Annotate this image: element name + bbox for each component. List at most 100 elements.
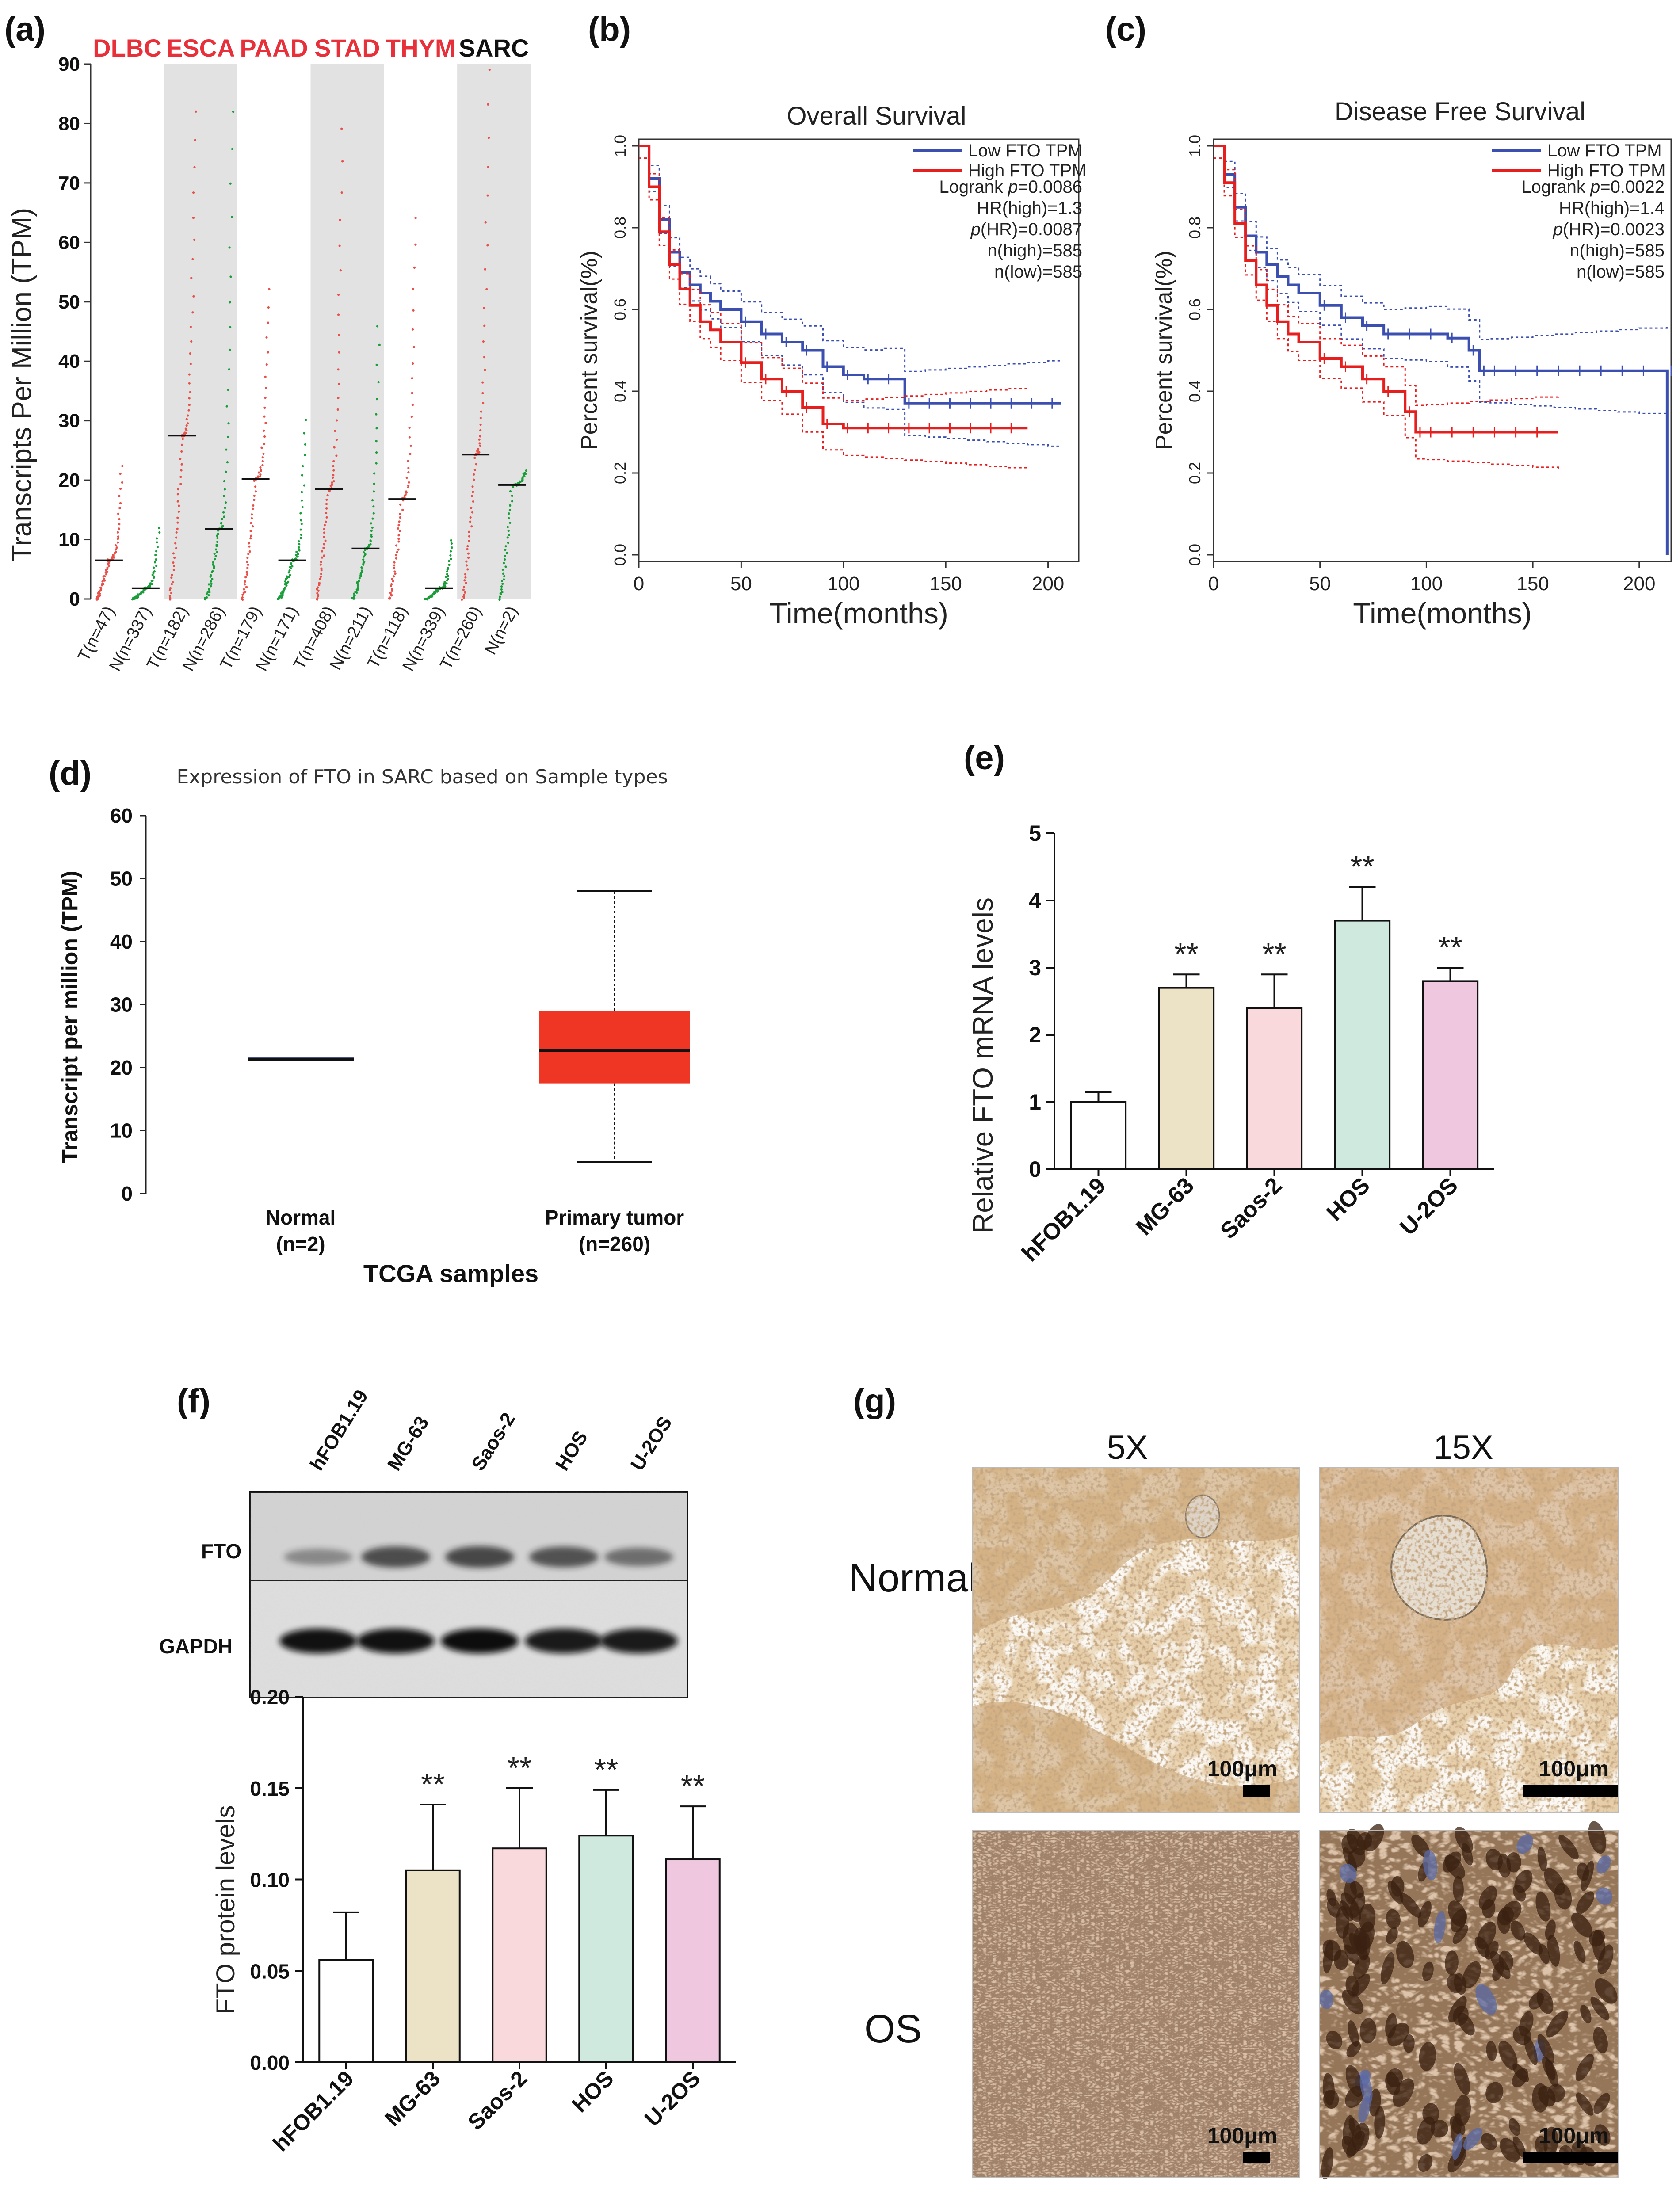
chart-b-series-high — [639, 145, 1028, 430]
chart-a-dot — [397, 534, 400, 537]
chart-a-dot — [470, 525, 473, 528]
chart-a-dot — [191, 258, 194, 260]
chart-e-ytick: 2 — [1029, 1023, 1041, 1047]
chart-a-dot — [223, 488, 226, 491]
chart-a-dot — [466, 545, 469, 548]
chart-a-dot — [338, 382, 340, 385]
chart-a-dot — [323, 554, 325, 557]
os-nucleus — [1452, 2133, 1463, 2160]
chart-a-dot — [484, 268, 486, 271]
chart-a-dot — [179, 458, 182, 460]
chart-a-dot — [187, 414, 189, 417]
chart-a-dot — [152, 572, 155, 574]
chart-a-dot — [332, 469, 335, 472]
chart-c-plot-area — [1214, 145, 1672, 555]
chart-a-dot — [106, 566, 109, 569]
os-nucleus — [1500, 2138, 1520, 2163]
chart-b-km: Overall Survival 0 50 100 150 200 0.0 0.2 0.4 0.6… — [577, 102, 1086, 630]
blot-band-fto-4 — [604, 1548, 673, 1566]
chart-a-dot — [228, 368, 230, 371]
chart-a-dot — [399, 530, 401, 533]
chart-a-dot — [301, 491, 303, 493]
chart-a-dot — [244, 576, 247, 579]
chart-b-ci-lower-1 — [639, 157, 1028, 469]
chart-a-dot — [298, 546, 300, 549]
chart-a-dot — [353, 594, 356, 597]
chart-a-dot — [462, 588, 465, 591]
chart-a-dot — [467, 539, 470, 542]
chart-a-dot — [482, 340, 485, 343]
chart-a-dot — [445, 582, 448, 585]
panel-label-c: (c) — [1105, 11, 1146, 48]
chart-a-dot — [375, 413, 378, 416]
os-nucleus — [1386, 1927, 1398, 1944]
chart-a-dot — [249, 530, 252, 533]
chart-a-dot — [246, 573, 248, 576]
chart-a-dot — [338, 244, 341, 247]
os-nucleus — [1594, 2124, 1611, 2146]
chart-a-dot — [264, 422, 267, 424]
chart-a-dot — [243, 588, 245, 591]
chart-a-dot — [324, 539, 327, 542]
chart-a-dot — [210, 580, 212, 583]
chart-a-ytick: 0 — [69, 588, 80, 610]
chart-a-dot — [215, 543, 218, 546]
chart-a-dot — [337, 397, 340, 399]
ihc-image-os-5x: 100μm — [972, 1830, 1300, 2178]
chart-b-stat-0: Logrank p=0.0086 — [939, 177, 1082, 197]
chart-a-dot — [411, 377, 413, 380]
chart-a-dot — [318, 584, 321, 586]
chart-a-dot — [150, 580, 153, 582]
chart-a-dot — [206, 596, 208, 599]
chart-a-dot — [323, 543, 325, 546]
chart-a-dot — [184, 427, 187, 430]
os-nucleus — [1422, 1961, 1434, 1982]
chart-a-dot — [248, 542, 250, 545]
chart-b-legend-label-1: High FTO TPM — [968, 161, 1086, 180]
chart-a-dot — [263, 435, 266, 438]
chart-a-dot — [356, 588, 359, 591]
blot-band-fto-1 — [361, 1546, 430, 1568]
chart-a-dot — [251, 525, 254, 528]
chart-a-dot — [288, 576, 290, 579]
chart-a-dot — [253, 499, 256, 501]
chart-a-dot — [172, 565, 176, 567]
chart-a-dot — [481, 381, 484, 384]
chart-a-dot — [116, 531, 119, 534]
os-nucleus — [1501, 1901, 1522, 1922]
chart-a-dot — [396, 551, 398, 553]
chart-a-dot — [106, 570, 109, 573]
chart-b-stat-4: n(low)=585 — [994, 262, 1082, 282]
chart-a-dot — [288, 571, 290, 574]
blot-band-fto-3 — [529, 1546, 598, 1568]
chart-a-dot — [222, 495, 225, 497]
chart-a-dot — [375, 462, 378, 465]
chart-a-dot — [176, 527, 179, 530]
chart-a-dot — [170, 591, 173, 595]
chart-b-stat-2: p(HR)=0.0087 — [970, 220, 1082, 239]
chart-f-xtick: hFOB1.19 — [268, 2066, 359, 2156]
chart-a-dot — [267, 306, 270, 309]
chart-a-dot — [305, 419, 307, 421]
os-nucleus — [1422, 2103, 1439, 2125]
chart-a-dot — [261, 464, 264, 466]
chart-a-dot — [504, 554, 507, 557]
chart-c-stat-3: n(high)=585 — [1569, 241, 1665, 260]
chart-a-band-sarc — [457, 64, 531, 599]
os-nucleus — [1358, 2096, 1371, 2123]
chart-a-dot — [254, 485, 257, 488]
chart-a-dot — [103, 575, 106, 578]
chart-a-dot — [360, 569, 363, 572]
chart-a-dot — [243, 583, 246, 586]
chart-d-ytick: 40 — [110, 930, 133, 953]
chart-a-dot — [298, 540, 300, 543]
chart-a-dot — [222, 511, 225, 514]
chart-a-dot — [216, 551, 218, 553]
chart-e-sig: ** — [1174, 937, 1198, 971]
chart-a-dot — [251, 513, 253, 516]
chart-a-dot — [508, 534, 510, 536]
chart-a-dot — [322, 546, 325, 549]
chart-a-dot — [393, 564, 396, 567]
chart-f-bar: FTO protein levels 0.00 0.05 0.10 0.15 0.20 h… — [211, 1686, 736, 2156]
chart-a-dot — [414, 243, 417, 246]
